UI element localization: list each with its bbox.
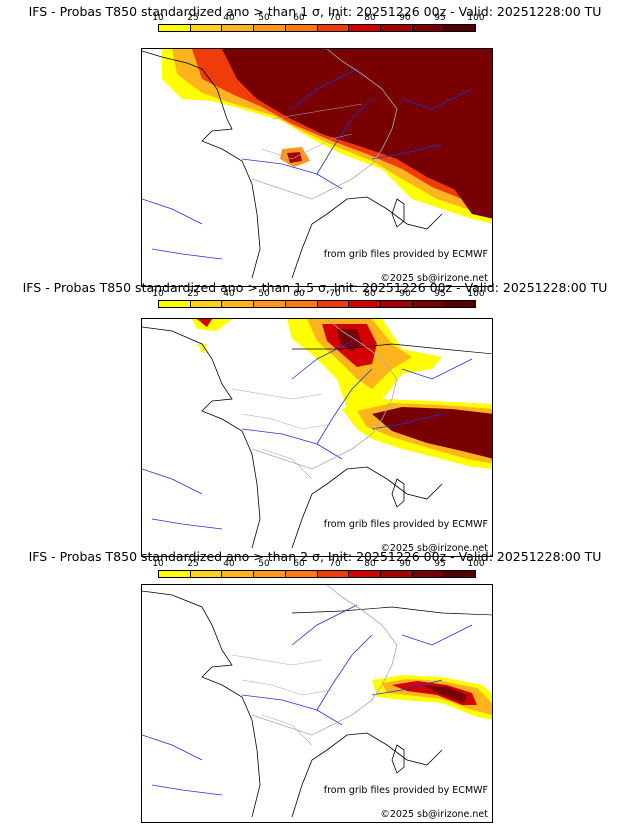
- legend-tick-labels: 10 25 40 50 60 70 80 90 95 100: [152, 559, 484, 569]
- color-scale-segment: [349, 25, 381, 31]
- panel-title: IFS - Probas T850 standardized ano > tha…: [22, 280, 608, 295]
- legend-tick: 95: [434, 13, 446, 23]
- color-scale-segment: [285, 571, 318, 577]
- probability-map-1: [142, 49, 492, 278]
- legend-tick: 50: [258, 13, 270, 23]
- color-scale-segment: [349, 301, 381, 307]
- legend-tick: 60: [293, 559, 305, 569]
- legend-tick: 90: [399, 13, 411, 23]
- map-frame: from grib files provided by ECMWF ©2025 …: [141, 318, 493, 557]
- legend-tick: 10: [152, 13, 164, 23]
- legend-tick: 70: [329, 13, 341, 23]
- legend-tick-labels: 10 25 40 50 60 70 80 90 95 100: [152, 13, 484, 23]
- legend-tick: 40: [223, 289, 235, 299]
- color-scale-segment: [159, 25, 191, 31]
- color-scale-segment: [444, 301, 476, 307]
- probability-map-3: [142, 585, 492, 817]
- color-scale-segment: [222, 301, 255, 307]
- color-scale-segment: [190, 25, 223, 31]
- color-scale-segment: [159, 571, 191, 577]
- color-scale-segment: [317, 25, 350, 31]
- color-scale-segment: [222, 571, 255, 577]
- data-source-credit: from grib files provided by ECMWF: [323, 785, 488, 796]
- panel-title: IFS - Probas T850 standardized ano > tha…: [28, 549, 602, 564]
- color-scale-bar: [158, 300, 476, 308]
- color-scale-segment: [444, 571, 476, 577]
- legend-tick: 80: [364, 13, 376, 23]
- color-scale-segment: [412, 571, 445, 577]
- legend-tick: 25: [187, 289, 199, 299]
- legend-tick: 90: [399, 559, 411, 569]
- legend-tick: 60: [293, 13, 305, 23]
- color-scale-segment: [380, 25, 413, 31]
- color-scale-segment: [254, 301, 286, 307]
- color-scale-segment: [349, 571, 381, 577]
- legend-tick: 100: [467, 13, 485, 23]
- legend-tick: 25: [187, 559, 199, 569]
- legend-tick: 90: [399, 289, 411, 299]
- panel-title: IFS - Probas T850 standardized ano > tha…: [28, 4, 602, 19]
- legend-tick: 95: [434, 289, 446, 299]
- data-source-credit: from grib files provided by ECMWF: [323, 249, 488, 260]
- map-panel-2-sigma: IFS - Probas T850 standardized ano > tha…: [0, 546, 630, 823]
- color-scale-segment: [159, 301, 191, 307]
- legend-tick: 10: [152, 559, 164, 569]
- legend-tick: 10: [152, 289, 164, 299]
- color-scale-segment: [380, 301, 413, 307]
- copyright-credit: ©2025 sb@irizone.net: [380, 273, 488, 284]
- legend-tick: 60: [293, 289, 305, 299]
- legend-tick: 25: [187, 13, 199, 23]
- color-scale-segment: [317, 301, 350, 307]
- legend-tick: 40: [223, 559, 235, 569]
- map-panel-1-sigma: IFS - Probas T850 standardized ano > tha…: [0, 0, 630, 287]
- legend-tick: 80: [364, 559, 376, 569]
- legend-tick: 100: [467, 289, 485, 299]
- legend-tick: 70: [329, 559, 341, 569]
- color-scale-segment: [285, 25, 318, 31]
- color-scale-segment: [412, 301, 445, 307]
- map-frame: from grib files provided by ECMWF ©2025 …: [141, 48, 493, 287]
- color-scale-segment: [285, 301, 318, 307]
- legend-tick: 95: [434, 559, 446, 569]
- copyright-credit: ©2025 sb@irizone.net: [380, 809, 488, 820]
- data-source-credit: from grib files provided by ECMWF: [323, 519, 488, 530]
- legend-tick: 50: [258, 559, 270, 569]
- color-scale-bar: [158, 570, 476, 578]
- copyright-credit: ©2025 sb@irizone.net: [380, 543, 488, 554]
- color-scale-segment: [380, 571, 413, 577]
- probability-map-2: [142, 319, 492, 548]
- legend-tick: 100: [467, 559, 485, 569]
- color-scale-segment: [190, 571, 223, 577]
- color-scale-segment: [317, 571, 350, 577]
- color-scale-bar: [158, 24, 476, 32]
- color-scale-segment: [412, 25, 445, 31]
- map-frame: from grib files provided by ECMWF ©2025 …: [141, 584, 493, 823]
- color-scale-segment: [222, 25, 255, 31]
- legend-tick-labels: 10 25 40 50 60 70 80 90 95 100: [152, 289, 484, 299]
- color-scale-segment: [254, 25, 286, 31]
- color-scale-segment: [444, 25, 476, 31]
- legend-tick: 80: [364, 289, 376, 299]
- legend-tick: 40: [223, 13, 235, 23]
- color-scale-segment: [190, 301, 223, 307]
- map-panel-1-5-sigma: IFS - Probas T850 standardized ano > tha…: [0, 276, 630, 557]
- legend-tick: 70: [329, 289, 341, 299]
- color-scale-segment: [254, 571, 286, 577]
- legend-tick: 50: [258, 289, 270, 299]
